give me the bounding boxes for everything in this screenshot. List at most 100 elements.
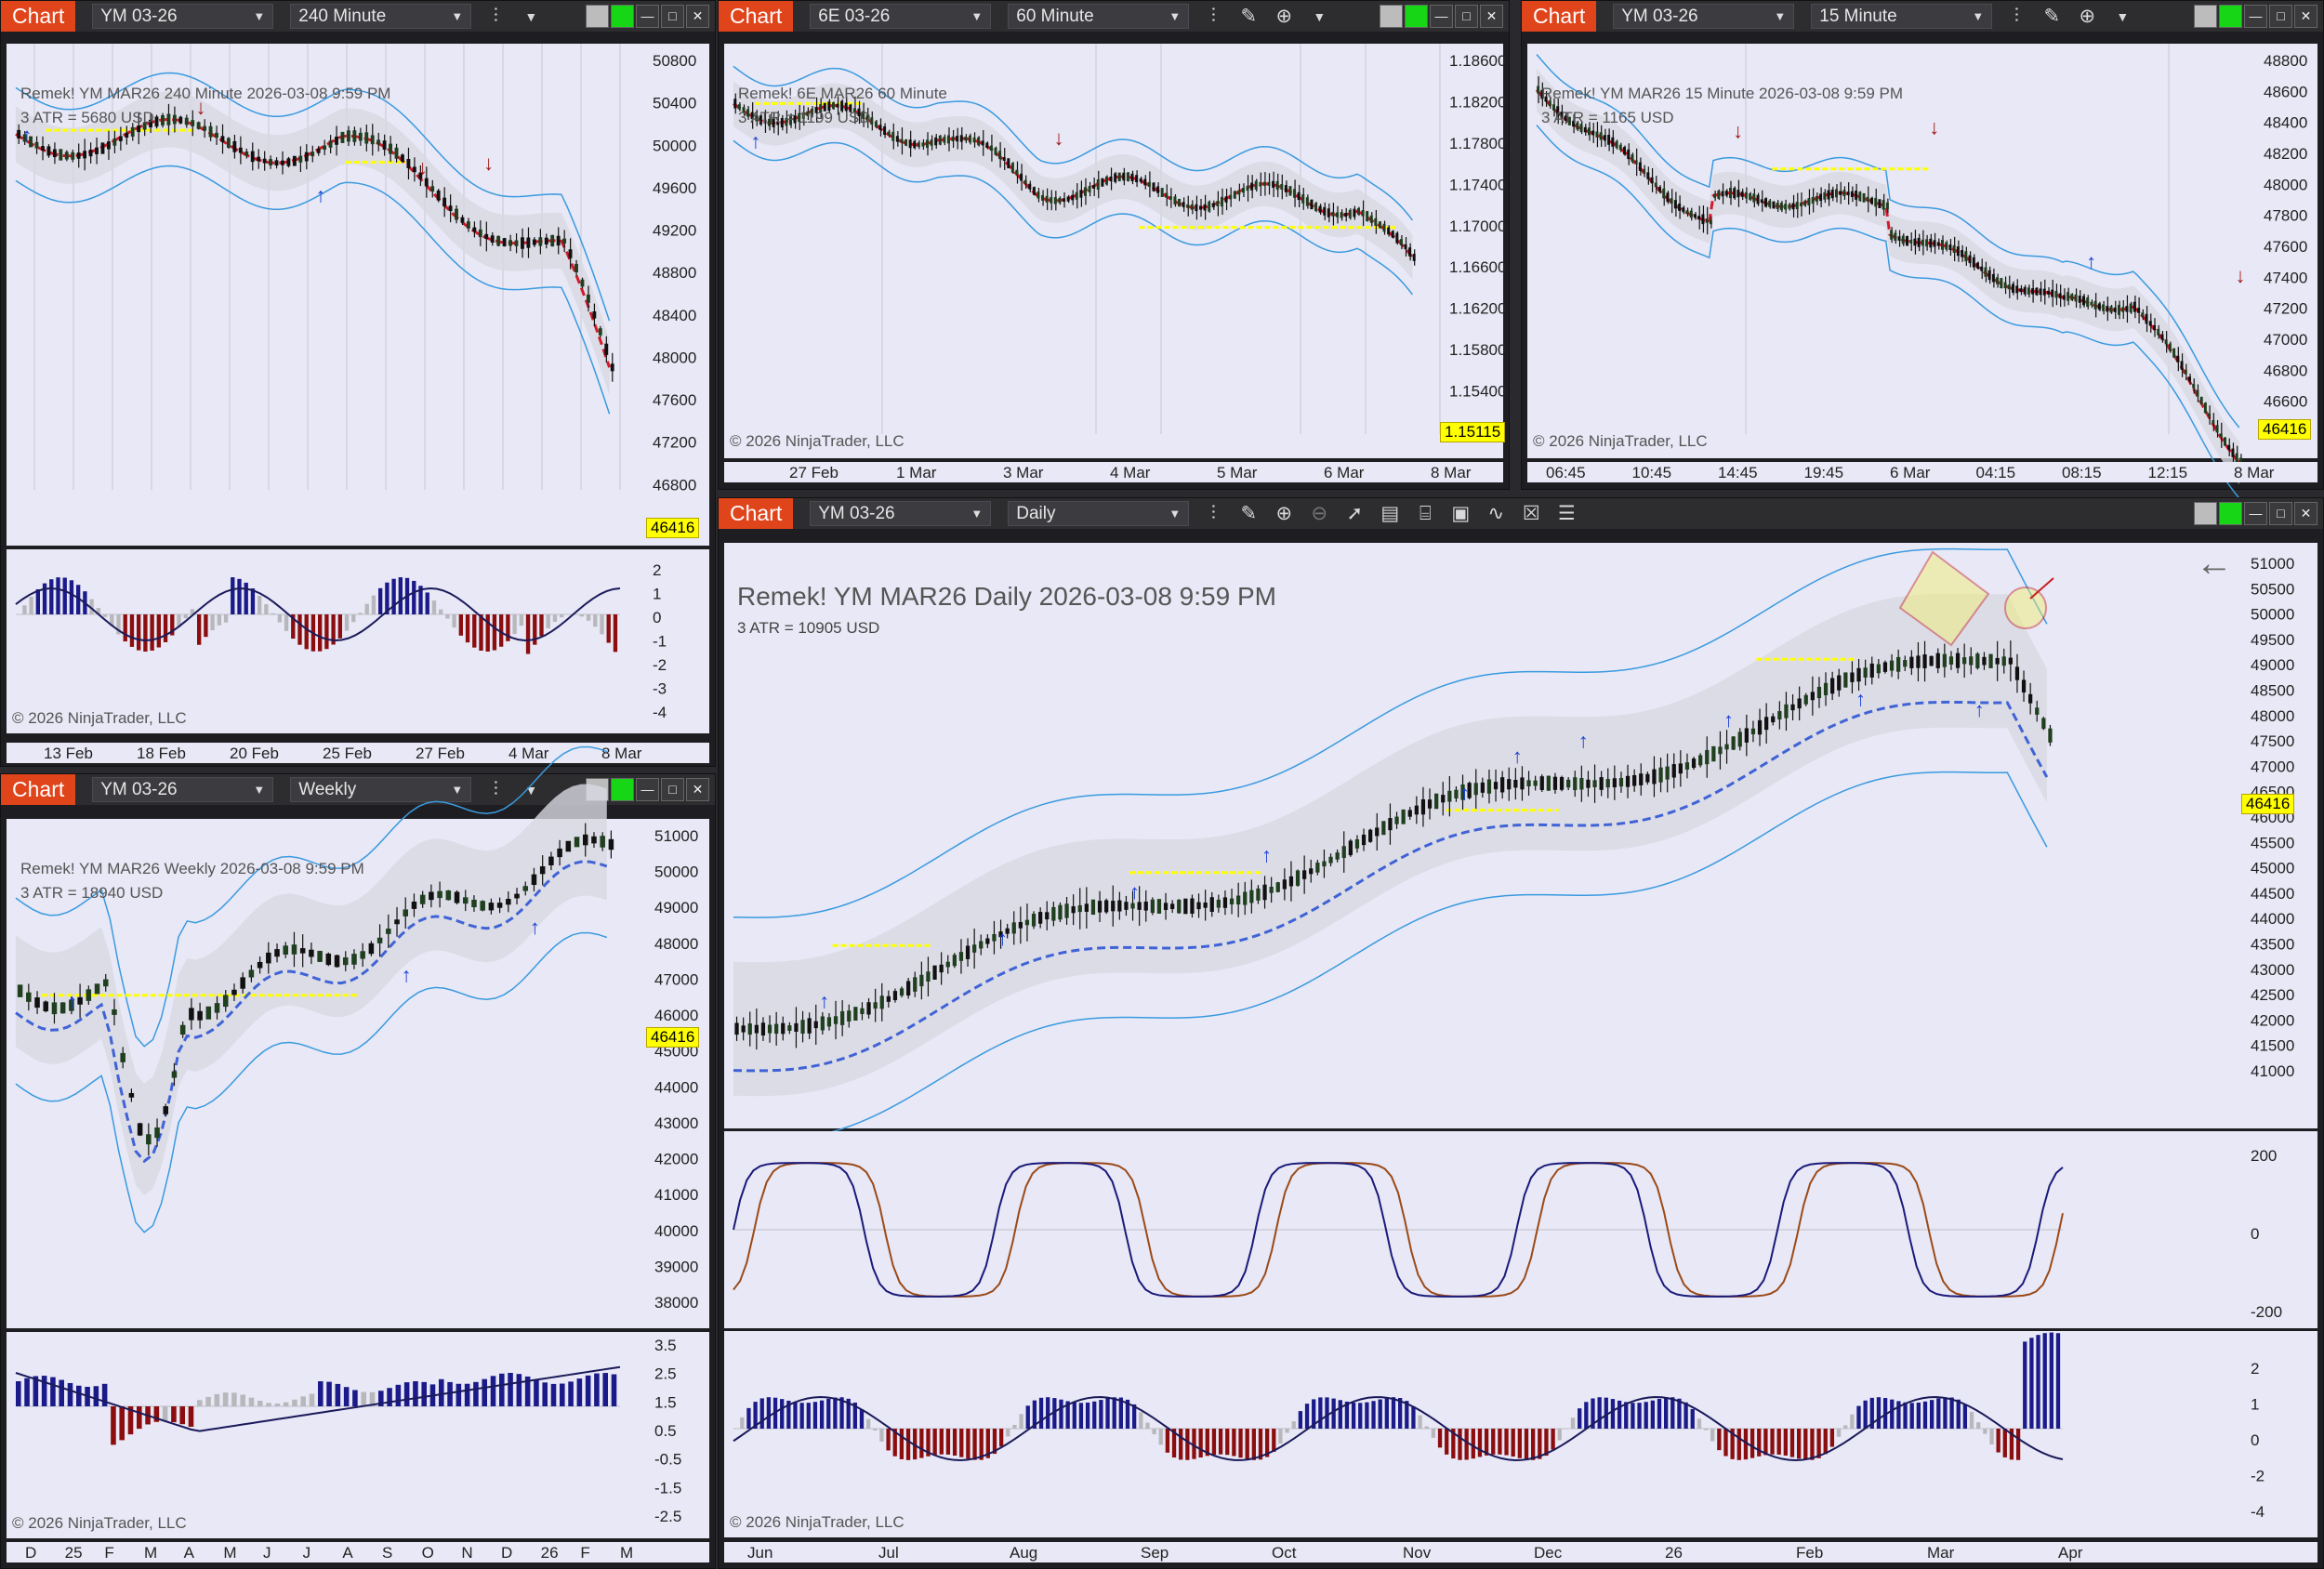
candle-body: [526, 237, 531, 248]
pencil-icon[interactable]: ✎: [1240, 502, 1258, 524]
candle-body: [1548, 100, 1552, 107]
pencil-icon[interactable]: ✎: [1240, 5, 1258, 27]
dropdown-icon[interactable]: ▼: [1313, 8, 1327, 24]
candle-body: [1566, 779, 1571, 788]
maximize-button[interactable]: □: [661, 778, 684, 801]
time-tick-label: 8 Mar: [601, 745, 642, 762]
properties-icon[interactable]: ☰: [1557, 502, 1576, 524]
bar-type-icon[interactable]: ⫶: [1210, 5, 1216, 27]
color-link-button[interactable]: [611, 778, 634, 801]
instrument-select[interactable]: YM 03-26 ▼: [810, 501, 992, 526]
candle-body: [1254, 180, 1258, 190]
pencil-icon[interactable]: ✎: [2043, 5, 2061, 27]
histogram-bar: [418, 586, 423, 614]
window-controls: — □ ✕: [2194, 5, 2317, 28]
link-button[interactable]: [1380, 5, 1403, 28]
histogram-bar: [939, 1429, 944, 1455]
interval-select[interactable]: 15 Minute ▼: [1811, 4, 1993, 29]
maximize-button[interactable]: □: [1455, 5, 1478, 28]
data-box-icon[interactable]: ▤: [1380, 502, 1400, 524]
interval-select[interactable]: Daily ▼: [1008, 501, 1190, 526]
candle-body: [2003, 282, 2007, 289]
minimize-button[interactable]: —: [2244, 5, 2267, 28]
bar-type-icon[interactable]: ⫶: [1210, 502, 1216, 524]
chart-tab[interactable]: Chart: [1522, 1, 1597, 32]
candle-body: [1354, 838, 1360, 849]
strategies-icon[interactable]: ☒: [1522, 502, 1540, 524]
histogram-bar: [190, 609, 195, 614]
close-button[interactable]: ✕: [686, 5, 709, 28]
price-tick-label: 48400: [2264, 114, 2307, 132]
histogram-bar: [49, 579, 54, 614]
color-link-button[interactable]: [611, 5, 634, 28]
chart-tab[interactable]: Chart: [719, 498, 794, 529]
color-link-button[interactable]: [1405, 5, 1428, 28]
price-chart[interactable]: ↑ ↑ ↓ ↓ ↓ 50800 50400 50000 49600 49200 48800 48400…: [7, 44, 711, 546]
histogram-bar: [197, 1400, 203, 1406]
price-chart[interactable]: ↑ ↓ 1.18600 1.18200 1.17800 1.17400 1.17000 1.1…: [724, 44, 1506, 458]
chart-tab[interactable]: Chart: [1, 774, 76, 805]
candle-body: [926, 971, 931, 982]
interval-select[interactable]: Weekly ▼: [290, 777, 472, 802]
instrument-select[interactable]: YM 03-26 ▼: [92, 4, 274, 29]
back-arrow-icon[interactable]: ←: [2196, 543, 2233, 584]
candle-body: [1665, 766, 1670, 780]
maximize-button[interactable]: □: [2269, 5, 2292, 28]
price-chart[interactable]: ↑ ↑ ↑ ↑ ↑ ↑ ↑ ↑ ↑ ↑ 51000 50500 50000 49500 49000 48500…: [724, 543, 2319, 1141]
link-button[interactable]: [2194, 502, 2217, 525]
macd-histogram[interactable]: 3.5 2.5 1.5 0.5 -0.5 -1.5 -2.5: [7, 1332, 711, 1538]
maximize-button[interactable]: □: [661, 5, 684, 28]
candle-body: [608, 838, 614, 850]
dropdown-icon[interactable]: ▼: [2116, 8, 2130, 24]
close-button[interactable]: ✕: [2294, 502, 2317, 525]
atr-label: 3 ATR = 18940 USD: [20, 884, 164, 902]
minimize-button[interactable]: —: [1430, 5, 1453, 28]
bar-type-icon[interactable]: ⫶: [493, 778, 498, 800]
zoom-in-icon[interactable]: ⊕: [1275, 502, 1293, 524]
cci-oscillator[interactable]: 200 0 -200: [724, 1131, 2319, 1328]
candle-body: [1183, 898, 1188, 915]
maximize-button[interactable]: □: [2269, 502, 2292, 525]
bar-type-icon[interactable]: ⫶: [2014, 5, 2019, 27]
minimize-button[interactable]: —: [2244, 502, 2267, 525]
color-link-button[interactable]: [2219, 5, 2242, 28]
histogram-bar: [1803, 1429, 1808, 1460]
histogram-bar: [343, 1387, 350, 1406]
dropdown-icon[interactable]: ▼: [524, 8, 538, 24]
link-button[interactable]: [586, 5, 609, 28]
macd-histogram[interactable]: 2 1 0 -2 -4: [724, 1331, 2319, 1537]
pointer-icon[interactable]: ➚: [1346, 502, 1364, 524]
zoom-icon[interactable]: ⊕: [1275, 5, 1293, 27]
link-button[interactable]: [2194, 5, 2217, 28]
interval-select[interactable]: 60 Minute ▼: [1008, 4, 1190, 29]
price-chart[interactable]: ↑ ↓ ↓ ↓ 48800 48600 48400 48200 48000 47800 47600 4…: [1527, 44, 2319, 499]
indicators-icon[interactable]: ∿: [1487, 502, 1505, 524]
chart-tab[interactable]: Chart: [719, 1, 794, 32]
histogram-bar: [1384, 1397, 1389, 1429]
minimize-button[interactable]: —: [636, 5, 659, 28]
histogram-bar: [150, 614, 154, 651]
candle-body: [883, 125, 887, 136]
bar-type-icon[interactable]: ⫶: [493, 5, 498, 27]
screenshot-icon[interactable]: ▣: [1451, 502, 1471, 524]
instrument-select[interactable]: 6E 03-26 ▼: [810, 4, 992, 29]
chart-tab[interactable]: Chart: [1, 1, 76, 32]
macd-histogram[interactable]: 2 1 0 -1 -2 -3 -4: [7, 549, 711, 733]
dropdown-icon[interactable]: ▼: [524, 782, 538, 798]
candle-body: [1552, 776, 1558, 790]
close-button[interactable]: ✕: [2294, 5, 2317, 28]
instrument-value: YM 03-26: [100, 779, 178, 799]
zoom-icon[interactable]: ⊕: [2079, 5, 2096, 27]
close-button[interactable]: ✕: [1480, 5, 1503, 28]
instrument-select[interactable]: YM 03-26 ▼: [92, 777, 274, 802]
zoom-out-icon[interactable]: ⊖: [1311, 502, 1328, 524]
color-link-button[interactable]: [2219, 502, 2242, 525]
histogram-bar: [197, 614, 202, 645]
tool-icon[interactable]: ⌸: [1419, 502, 1432, 524]
instrument-select[interactable]: YM 03-26 ▼: [1613, 4, 1795, 29]
histogram-bar: [1570, 1417, 1576, 1429]
candle-body: [1843, 672, 1848, 688]
minimize-button[interactable]: —: [636, 778, 659, 801]
close-button[interactable]: ✕: [686, 778, 709, 801]
interval-select[interactable]: 240 Minute ▼: [290, 4, 472, 29]
